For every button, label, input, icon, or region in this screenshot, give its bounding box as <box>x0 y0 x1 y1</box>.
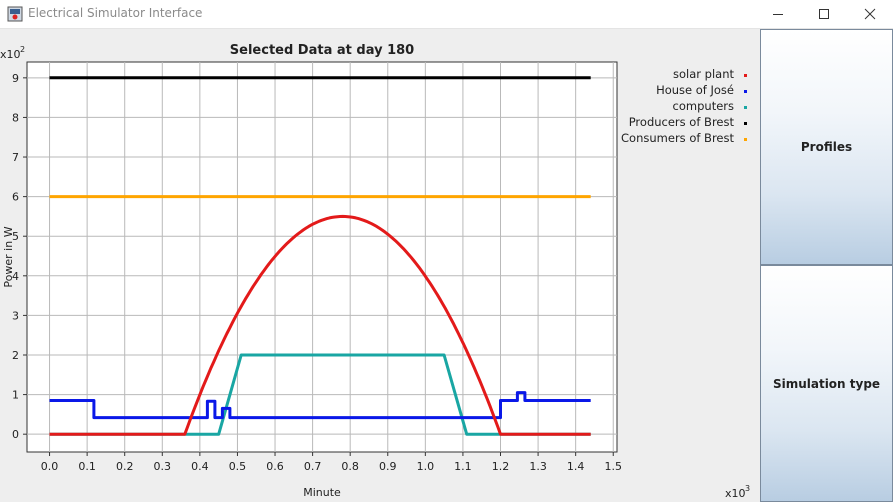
x-tick-label: 1.3 <box>529 460 547 473</box>
profiles-button-label: Profiles <box>800 140 853 154</box>
x-tick-label: 1.1 <box>454 460 472 473</box>
app-icon <box>7 6 23 22</box>
series-line-solar-plant <box>49 214 591 436</box>
x-exponent-power: 3 <box>745 484 750 493</box>
y-tick-label: 5 <box>12 230 19 243</box>
y-tick-label: 0 <box>12 428 19 441</box>
x-tick-label: 1.0 <box>417 460 435 473</box>
close-icon <box>864 8 876 20</box>
profiles-button[interactable]: Profiles <box>760 29 893 265</box>
y-tick-label: 6 <box>12 191 19 204</box>
legend-marker <box>744 122 747 125</box>
x-tick-label: 0.7 <box>304 460 322 473</box>
window-title: Electrical Simulator Interface <box>28 6 203 20</box>
simulation-type-button[interactable]: Simulation type <box>760 265 893 502</box>
x-tick-label: 0.3 <box>154 460 172 473</box>
x-tick-label: 0.5 <box>229 460 247 473</box>
maximize-icon <box>819 9 829 19</box>
legend-label: solar plant <box>673 67 734 81</box>
x-tick-label: 1.5 <box>604 460 622 473</box>
chart-title: Selected Data at day 180 <box>230 43 414 58</box>
legend-label: Consumers of Brest <box>621 131 734 145</box>
simulation-type-button-label: Simulation type <box>772 376 881 391</box>
title-bar: Electrical Simulator Interface <box>0 0 893 29</box>
legend-marker <box>744 74 747 77</box>
legend-marker <box>744 138 747 141</box>
y-tick-label: 4 <box>12 270 19 283</box>
series-line-computers <box>49 353 591 436</box>
legend-label: House of José <box>656 83 734 97</box>
x-exponent-label: x10 <box>725 487 746 500</box>
plot-area <box>26 61 618 453</box>
minimize-icon <box>773 14 783 15</box>
x-tick-label: 0.4 <box>191 460 209 473</box>
x-tick-label: 0.2 <box>116 460 134 473</box>
x-tick-label: 0.6 <box>266 460 284 473</box>
x-tick-label: 0.0 <box>41 460 59 473</box>
legend-marker <box>744 90 747 93</box>
y-exponent-label: x10 <box>0 48 21 61</box>
power-chart: 0.0 0.1 0.2 0.3 0.4 0.5 0.6 0.7 0.8 0.9 1.0 1.1 1.2 1… <box>0 43 750 500</box>
legend-marker <box>744 106 747 109</box>
y-tick-label: 7 <box>12 151 19 164</box>
y-axis-label: Power in W <box>2 226 15 287</box>
legend-label: Producers of Brest <box>629 115 735 129</box>
y-tick-label: 9 <box>12 72 19 85</box>
series-line-house-of-jos <box>49 391 591 420</box>
x-axis-label: Minute <box>303 486 341 499</box>
y-tick-label: 2 <box>12 349 19 362</box>
legend-label: computers <box>673 99 734 113</box>
minimize-button[interactable] <box>755 0 801 28</box>
y-tick-label: 1 <box>12 389 19 402</box>
maximize-button[interactable] <box>801 0 847 28</box>
y-exponent-power: 2 <box>20 45 25 54</box>
x-tick-label: 0.9 <box>379 460 397 473</box>
close-button[interactable] <box>847 0 893 28</box>
x-tick-label: 1.2 <box>492 460 510 473</box>
x-tick-label: 1.4 <box>567 460 585 473</box>
x-tick-label: 0.1 <box>78 460 96 473</box>
y-tick-label: 8 <box>12 111 19 124</box>
x-tick-label: 0.8 <box>341 460 359 473</box>
y-tick-label: 3 <box>12 309 19 322</box>
